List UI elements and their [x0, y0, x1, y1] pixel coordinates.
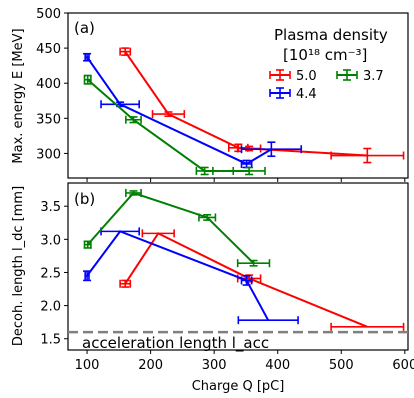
panel-b-ytick-label-2: 2.5 — [40, 266, 61, 281]
panel-a-errorbar-3.7-3 — [232, 166, 266, 176]
x-axis-label: Charge Q [pC] — [192, 379, 285, 394]
panel-b-errorbar-3.7-2 — [198, 213, 217, 222]
panel-b-xtick-label-5: 600 — [392, 358, 414, 373]
panel-b-label: (b) — [74, 190, 95, 208]
panel-a-ytick-label-2: 400 — [36, 77, 61, 92]
panel-a-errorbar-4.4-1 — [100, 100, 140, 109]
panel-a-ytick-label-1: 350 — [36, 112, 61, 127]
legend-label-3.7: 3.7 — [363, 69, 384, 84]
panel-a-ytick-label-3: 450 — [36, 42, 61, 57]
legend: Plasma density [10¹⁸ cm⁻³] 5.0 3.7 4.4 — [269, 26, 388, 102]
panel-b-errorbar-4.4-0 — [83, 270, 92, 282]
panel-b-errorbar-3.7-3 — [236, 259, 271, 268]
panel-a-series-5.0 — [119, 47, 405, 164]
panel-b-ylabel: Decoh. length l_dc [mm] — [11, 186, 26, 346]
panel-b-errorbar-5.0-0 — [119, 279, 132, 288]
panel-a-series-3.7 — [83, 74, 266, 176]
panel-a-y-ticks: 300 350 400 450 500 — [36, 7, 406, 182]
panel-b-x-ticks: 100 200 300 400 500 600 — [75, 350, 414, 373]
panel-b-axes-frame — [67, 182, 409, 351]
panel-a-series-4.4 — [83, 52, 303, 169]
panel-a-errorbar-4.4-3 — [240, 141, 303, 158]
acceleration-length-label: acceleration length l_acc — [82, 334, 269, 353]
panel-b-xtick-label-1: 200 — [138, 358, 163, 373]
legend-label-5.0: 5.0 — [296, 69, 317, 84]
panel-b-ytick-label-4: 3.5 — [40, 200, 61, 215]
panel-a-errorbar-3.7-1 — [125, 115, 142, 124]
legend-entry-3.7: 3.7 — [336, 69, 384, 84]
panel-a-series — [83, 47, 405, 176]
panel-a-errorbar-3.7-2 — [195, 166, 214, 176]
panel-a-errorbar-5.0-0 — [119, 47, 132, 56]
panel-b-ytick-label-1: 2.0 — [40, 300, 61, 315]
legend-label-4.4: 4.4 — [296, 87, 317, 102]
panel-b-xtick-label-3: 400 — [265, 358, 290, 373]
panel-b-series-line-5.0 — [124, 232, 368, 328]
panel-a-ytick-label-4: 500 — [36, 7, 61, 22]
panel-b-errorbar-5.0-1 — [141, 229, 175, 238]
panel-a-errorbar-3.7-0 — [83, 74, 92, 85]
panel-b-series-3.7 — [83, 188, 271, 268]
panel-a-label: (a) — [74, 19, 95, 37]
panel-a-series-line-4.4 — [86, 56, 272, 166]
panel-b-series-4.4 — [83, 227, 299, 325]
panel-b-series — [83, 188, 405, 331]
panel-b-errorbar-4.4-3 — [237, 316, 299, 325]
panel-a-series-line-3.7 — [87, 78, 250, 172]
panel-b-series-5.0 — [119, 229, 405, 331]
panel-a-errorbar-5.0-4 — [330, 147, 405, 164]
panel-a-axes-frame — [67, 12, 409, 179]
legend-entries: 5.0 3.7 4.4 — [269, 69, 384, 102]
panel-b-xtick-label-0: 100 — [75, 358, 100, 373]
panel-a-ytick-label-0: 300 — [36, 147, 61, 162]
panel-b-ytick-label-3: 3.0 — [40, 233, 61, 248]
panel-a-ylabel: Max. energy E [MeV] — [11, 28, 26, 163]
panel-b-errorbar-3.7-0 — [83, 240, 92, 249]
legend-title-line1: Plasma density — [274, 26, 388, 44]
panel-a-errorbar-5.0-1 — [151, 110, 186, 119]
panel-b-ytick-label-0: 1.5 — [40, 333, 61, 348]
panel-b-xtick-label-4: 500 — [329, 358, 354, 373]
legend-title-line2: [10¹⁸ cm⁻³] — [283, 46, 367, 64]
panel-b-series-line-4.4 — [86, 230, 270, 321]
panel-b-xtick-label-2: 300 — [202, 358, 227, 373]
panel-b-series-line-3.7 — [86, 191, 255, 264]
legend-entry-5.0: 5.0 — [269, 69, 317, 84]
panel-b-errorbar-3.7-1 — [125, 188, 142, 197]
panel-b: 1.5 2.0 2.5 3.0 3.5 100 200 300 400 500 600 accel… — [11, 182, 414, 394]
panel-b-errorbar-4.4-1 — [100, 227, 140, 236]
panel-a-errorbar-4.4-0 — [83, 52, 92, 62]
panel-b-errorbar-5.0-3 — [330, 322, 405, 331]
legend-entry-4.4: 4.4 — [269, 87, 317, 102]
panel-b-y-ticks: 1.5 2.0 2.5 3.0 3.5 — [40, 200, 68, 348]
panel-b-errorbar-4.4-2 — [240, 274, 253, 286]
